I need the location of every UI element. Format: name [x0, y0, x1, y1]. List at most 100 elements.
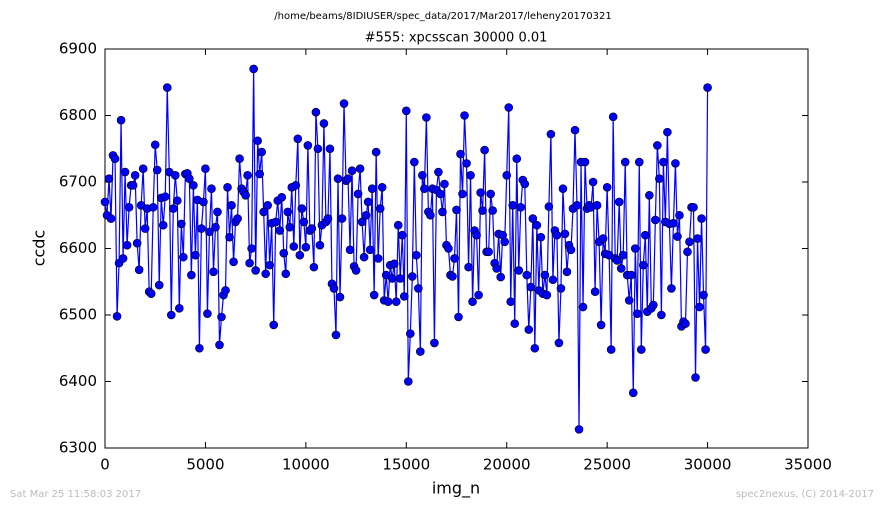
footer-right: spec2nexus, (C) 2014-2017 — [736, 489, 874, 500]
data-point — [689, 202, 698, 212]
data-point — [673, 232, 682, 241]
data-point — [175, 304, 184, 313]
data-point — [632, 309, 642, 318]
data-point — [299, 217, 309, 227]
data-point — [285, 222, 295, 232]
data-point — [626, 270, 636, 280]
data-point — [560, 229, 570, 239]
data-point — [227, 200, 236, 210]
data-point — [120, 167, 130, 177]
data-point — [307, 224, 317, 233]
data-point — [275, 226, 285, 235]
data-point — [450, 254, 459, 263]
data-point — [367, 184, 377, 193]
data-point — [502, 171, 512, 180]
data-point — [408, 272, 417, 281]
data-point — [213, 207, 222, 217]
data-point — [401, 106, 411, 116]
data-point — [552, 230, 562, 240]
data-point — [375, 204, 385, 213]
data-point — [542, 290, 552, 300]
data-point — [620, 157, 630, 167]
data-point — [556, 284, 566, 293]
data-point — [257, 147, 266, 157]
data-point — [399, 292, 409, 301]
data-point — [387, 274, 397, 283]
data-point — [333, 174, 343, 183]
data-point — [506, 297, 516, 307]
data-point — [699, 290, 708, 300]
data-point — [154, 280, 164, 290]
data-point — [247, 244, 256, 253]
data-point — [104, 174, 114, 183]
y-tick-label: 6600 — [59, 239, 97, 257]
data-point — [112, 312, 122, 321]
data-point — [343, 174, 353, 183]
x-tick-label: 25000 — [583, 456, 631, 474]
data-point — [106, 214, 116, 223]
y-tick-label: 6500 — [59, 306, 97, 324]
data-point — [558, 184, 568, 193]
data-point — [100, 197, 110, 207]
data-point — [554, 338, 564, 348]
data-point — [480, 145, 489, 155]
data-point — [291, 181, 301, 190]
data-point — [365, 245, 375, 255]
data-point — [448, 272, 457, 281]
data-point — [148, 202, 158, 212]
data-point — [369, 290, 379, 300]
data-point — [458, 189, 467, 199]
data-point — [337, 214, 347, 223]
data-point — [187, 270, 196, 280]
data-point — [325, 144, 335, 154]
data-point — [685, 237, 694, 247]
data-point — [128, 181, 138, 190]
data-point — [259, 207, 268, 217]
data-point — [277, 192, 287, 202]
data-point — [255, 169, 264, 179]
data-point — [701, 345, 710, 354]
data-point — [319, 119, 329, 128]
data-point — [203, 309, 212, 318]
data-point — [261, 269, 270, 279]
data-point — [574, 425, 584, 434]
data-point — [355, 164, 365, 173]
x-tick-label: 20000 — [483, 456, 531, 474]
data-point — [271, 217, 281, 227]
data-point — [171, 171, 180, 180]
data-point — [526, 282, 536, 292]
data-point — [522, 270, 532, 280]
data-point — [422, 113, 431, 122]
data-point — [426, 210, 435, 220]
data-point — [681, 319, 690, 328]
data-point — [412, 250, 421, 260]
data-point — [416, 347, 425, 356]
data-point — [295, 250, 305, 260]
data-point — [528, 214, 538, 223]
data-point — [251, 266, 260, 275]
data-point — [241, 191, 250, 200]
x-tick-label: 5000 — [186, 456, 224, 474]
data-point — [195, 343, 204, 353]
data-point — [444, 244, 453, 253]
data-point — [403, 377, 413, 386]
data-point — [456, 149, 465, 159]
data-point — [478, 206, 487, 215]
data-point — [205, 227, 214, 237]
data-point — [468, 297, 477, 307]
data-point — [116, 115, 126, 125]
data-point — [191, 250, 200, 260]
data-point — [410, 157, 419, 167]
data-point — [393, 220, 403, 230]
y-tick-label: 6700 — [59, 173, 97, 191]
data-point — [281, 269, 291, 279]
data-point — [691, 373, 700, 382]
data-point — [462, 159, 471, 168]
data-point — [697, 214, 706, 223]
data-point — [189, 181, 198, 190]
data-point — [606, 345, 616, 354]
data-point — [653, 141, 662, 150]
data-point — [486, 189, 495, 199]
